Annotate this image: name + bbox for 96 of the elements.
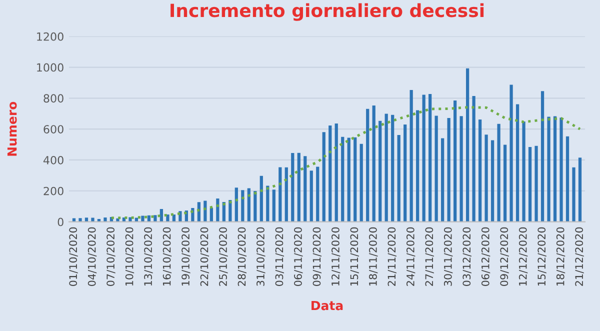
x-tick-label: 12/11/2020	[332, 227, 340, 286]
bar	[391, 114, 394, 222]
bar	[478, 120, 482, 222]
bar	[510, 84, 513, 222]
bar	[528, 147, 532, 222]
x-tick-label: 15/11/2020	[350, 227, 359, 286]
x-tick-label: 04/10/2020	[88, 227, 97, 286]
bar	[472, 96, 476, 222]
bar	[104, 217, 107, 222]
y-tick-label: 400	[43, 156, 64, 164]
bar	[304, 156, 307, 222]
bar	[272, 190, 276, 222]
bar	[566, 136, 570, 222]
chart-title: Incremento giornaliero decessi	[170, 3, 484, 21]
y-tick-label: 600	[44, 125, 64, 134]
x-axis-title: Data	[312, 300, 343, 310]
bar	[547, 116, 550, 222]
bar	[278, 167, 282, 222]
x-tick-label: 22/10/2020	[200, 227, 210, 286]
line-series	[110, 106, 582, 220]
x-tick-label: 13/10/2020	[144, 227, 153, 286]
bar	[572, 167, 576, 222]
bar	[497, 124, 500, 222]
x-tick-label: 18/11/2020	[368, 227, 378, 286]
bar	[384, 114, 388, 222]
bar	[553, 116, 557, 222]
x-tick-label: 03/12/2020	[462, 227, 472, 286]
bar	[428, 94, 432, 222]
bar	[404, 124, 407, 222]
x-tick-label: 21/11/2020	[388, 227, 396, 286]
bar	[378, 120, 382, 222]
bar	[360, 144, 363, 222]
x-tick-label: 24/11/2020	[406, 227, 416, 286]
bar	[347, 138, 350, 222]
y-tick-label: 1000	[37, 63, 64, 72]
bar	[460, 116, 463, 222]
bar	[310, 170, 313, 222]
bar	[141, 216, 144, 222]
y-tick-label: 800	[44, 94, 64, 103]
bar	[334, 124, 338, 222]
bar	[328, 126, 332, 222]
bar	[291, 153, 294, 222]
bar	[434, 116, 438, 222]
bar	[166, 214, 170, 222]
bar	[397, 134, 400, 222]
bar	[341, 136, 344, 222]
bar	[416, 110, 420, 222]
bar	[284, 167, 288, 222]
x-tick-label: 07/10/2020	[106, 227, 116, 286]
bar	[441, 138, 444, 222]
y-axis-title: Numero	[7, 102, 17, 156]
x-tick-label: 12/12/2020	[518, 227, 528, 286]
x-tick-label: 25/10/2020	[219, 227, 228, 286]
bar	[154, 215, 157, 222]
bar	[503, 144, 507, 222]
x-tick-label: 19/10/2020	[182, 227, 190, 286]
x-tick-label: 01/10/2020	[69, 227, 78, 286]
x-tick-label: 10/10/2020	[125, 227, 134, 286]
bar	[322, 132, 326, 222]
x-tick-label: 03/11/2020	[275, 227, 284, 286]
bar	[484, 134, 488, 222]
x-tick-label: 06/11/2020	[294, 227, 303, 286]
bar	[447, 118, 450, 222]
y-tick-label: 0	[58, 218, 64, 226]
bar	[560, 118, 563, 222]
x-tick-label: 28/10/2020	[238, 227, 247, 286]
x-tick-label: 06/12/2020	[481, 227, 490, 286]
bar	[490, 140, 494, 222]
x-tick-label: 09/11/2020	[312, 227, 322, 286]
bar	[260, 176, 263, 222]
x-tick-label: 21/12/2020	[575, 227, 584, 286]
bar	[410, 90, 413, 222]
x-tick-label: 27/11/2020	[425, 227, 434, 286]
bar	[366, 108, 370, 222]
bar	[466, 68, 470, 222]
bar	[372, 105, 376, 222]
bar	[454, 100, 457, 222]
bar	[354, 137, 357, 222]
x-tick-label: 16/10/2020	[162, 227, 172, 286]
bar	[297, 152, 300, 222]
bar	[178, 211, 182, 222]
x-tick-label: 31/10/2020	[256, 227, 266, 286]
y-tick-label: 1200	[37, 32, 64, 41]
bar	[78, 218, 82, 222]
x-tick-label: 15/12/2020	[538, 227, 546, 286]
bar	[316, 166, 320, 222]
bar	[522, 122, 526, 222]
x-tick-label: 09/12/2020	[500, 227, 509, 286]
bar	[540, 91, 544, 222]
bar	[516, 104, 520, 222]
bar	[534, 146, 538, 222]
y-tick-label: 200	[44, 186, 64, 196]
x-tick-label: 30/11/2020	[444, 227, 453, 286]
bar	[578, 158, 582, 222]
x-tick-label: 18/12/2020	[556, 227, 566, 286]
bar	[422, 94, 426, 222]
